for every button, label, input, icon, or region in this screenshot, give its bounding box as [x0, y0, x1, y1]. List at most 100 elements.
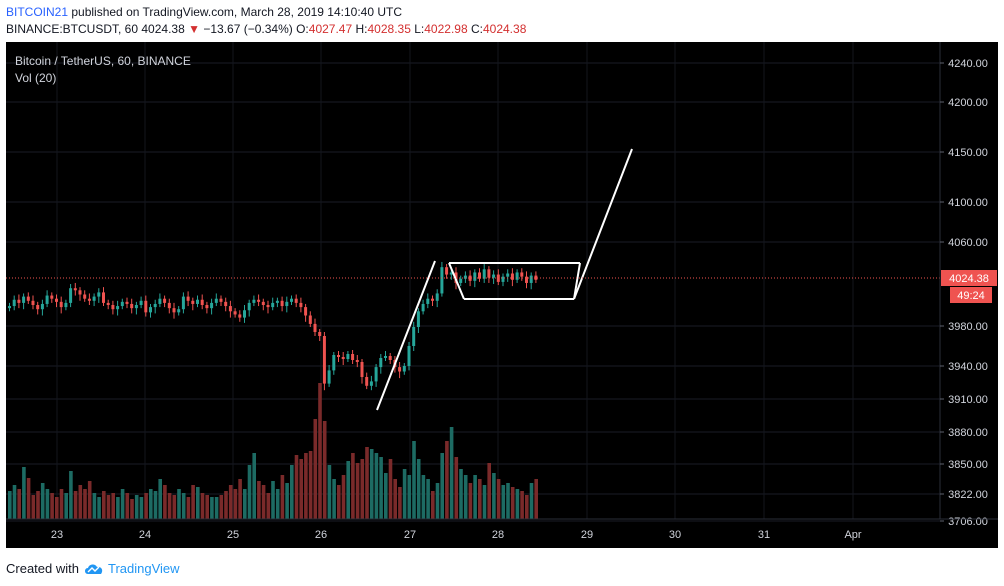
volume-bar	[116, 497, 120, 519]
volume-bar	[478, 479, 482, 519]
candle-body	[379, 358, 383, 368]
low-value: 4022.98	[424, 22, 468, 36]
candle-body	[186, 296, 190, 301]
volume-bar	[525, 495, 529, 519]
candle-body	[233, 311, 237, 315]
last-price-tag-label: 4024.38	[949, 273, 989, 285]
candle-body	[492, 274, 496, 278]
volume-bar	[379, 457, 383, 519]
volume-bar	[50, 493, 54, 519]
volume-bar	[59, 489, 64, 519]
time-tick-label: 28	[492, 529, 504, 541]
symbol-label: BINANCE:BTCUSDT, 60	[6, 22, 139, 36]
created-with-text: Created with	[6, 561, 79, 576]
volume-bar	[412, 441, 416, 519]
candle-body	[435, 293, 439, 301]
candle-body	[374, 367, 378, 382]
price-tick-label: 3880.00	[948, 427, 988, 439]
volume-bar	[285, 483, 289, 519]
volume-bar	[337, 485, 341, 519]
candle-body	[473, 272, 477, 281]
volume-bar	[214, 497, 219, 519]
volume-bar	[261, 485, 266, 519]
volume-legend: Vol (20)	[15, 71, 57, 85]
candle-body	[332, 355, 336, 371]
volume-bar	[26, 478, 31, 519]
volume-bar	[92, 493, 97, 519]
volume-bar	[520, 491, 524, 519]
candle-body	[64, 302, 68, 308]
candle-body	[529, 275, 533, 283]
candle-body	[482, 269, 486, 279]
volume-bar	[233, 489, 238, 519]
volume-bar	[384, 473, 388, 519]
volume-bar	[304, 453, 308, 519]
volume-bar	[200, 493, 205, 519]
last-price-tag	[941, 270, 997, 286]
volume-bar	[247, 465, 252, 519]
volume-bar	[205, 495, 209, 519]
volume-bar	[210, 497, 214, 519]
volume-bar	[501, 485, 506, 519]
volume-bar	[153, 491, 158, 519]
price-tick-label: 4150.00	[948, 147, 988, 159]
flagpole-line	[376, 260, 436, 411]
volume-bar	[177, 489, 181, 519]
price-tick-label: 3940.00	[948, 361, 988, 373]
candle-body	[266, 305, 270, 308]
volume-bar	[22, 467, 26, 519]
time-tick-label: 25	[227, 529, 239, 541]
candle-body	[520, 272, 524, 277]
volume-bar	[327, 465, 332, 519]
last-price: 4024.38	[141, 22, 185, 36]
chart-area[interactable]: 4240.00 4200.00 4150.00 4100.00 4060.00 3980.…	[6, 42, 998, 548]
volume-bar	[454, 457, 459, 519]
volume-bar	[468, 483, 473, 519]
volume-bar	[36, 491, 40, 519]
candle-body	[294, 298, 298, 303]
quote-header: BINANCE:BTCUSDT, 60 4024.38 ▼ −13.67 (−0…	[6, 22, 526, 36]
open-value: 4027.47	[308, 22, 353, 36]
candle-body	[478, 272, 481, 279]
volume-bar	[181, 493, 186, 519]
candle-body	[421, 303, 425, 312]
candle-body	[431, 298, 434, 301]
author-link[interactable]: BITCOIN21	[6, 5, 69, 19]
volume-bar	[224, 491, 228, 519]
volume-bar	[163, 485, 167, 519]
candle-body	[45, 295, 49, 304]
candle-body	[407, 346, 411, 366]
volume-bar	[252, 453, 256, 519]
volume-bar	[134, 495, 139, 519]
volume-bar	[313, 419, 318, 519]
time-tick-label: 29	[581, 529, 593, 541]
volume-bar	[416, 459, 421, 519]
price-tick-label: 4060.00	[948, 237, 988, 249]
volume-bar	[534, 479, 538, 519]
candle-body	[384, 356, 387, 358]
candle-body	[172, 308, 176, 313]
candle-body	[290, 298, 293, 302]
candle-body	[515, 272, 519, 280]
time-tick-label: 24	[139, 529, 151, 541]
volume-bar	[506, 483, 510, 519]
tradingview-logo[interactable]: TradingView	[83, 561, 180, 576]
price-tick-label: 3822.00	[948, 489, 988, 501]
volume-bar	[435, 483, 440, 519]
volume-bar	[55, 497, 59, 519]
candle-body	[120, 301, 124, 307]
volume-bar	[421, 475, 426, 519]
change-value: −13.67 (−0.34%)	[203, 22, 293, 36]
price-tick-label: 3980.00	[948, 321, 988, 333]
candle-body	[238, 314, 242, 318]
candle-body	[153, 303, 157, 308]
candle-body	[214, 298, 218, 303]
volume-bar	[120, 489, 125, 519]
volume-bar	[492, 473, 496, 519]
chart-svg[interactable]: 4240.00 4200.00 4150.00 4100.00 4060.00 3980.…	[6, 42, 998, 548]
candle-body	[327, 370, 331, 384]
time-tick-label: 31	[758, 529, 770, 541]
volume-bar	[496, 479, 501, 519]
volume-bar	[275, 489, 280, 519]
candle-body	[8, 306, 11, 309]
